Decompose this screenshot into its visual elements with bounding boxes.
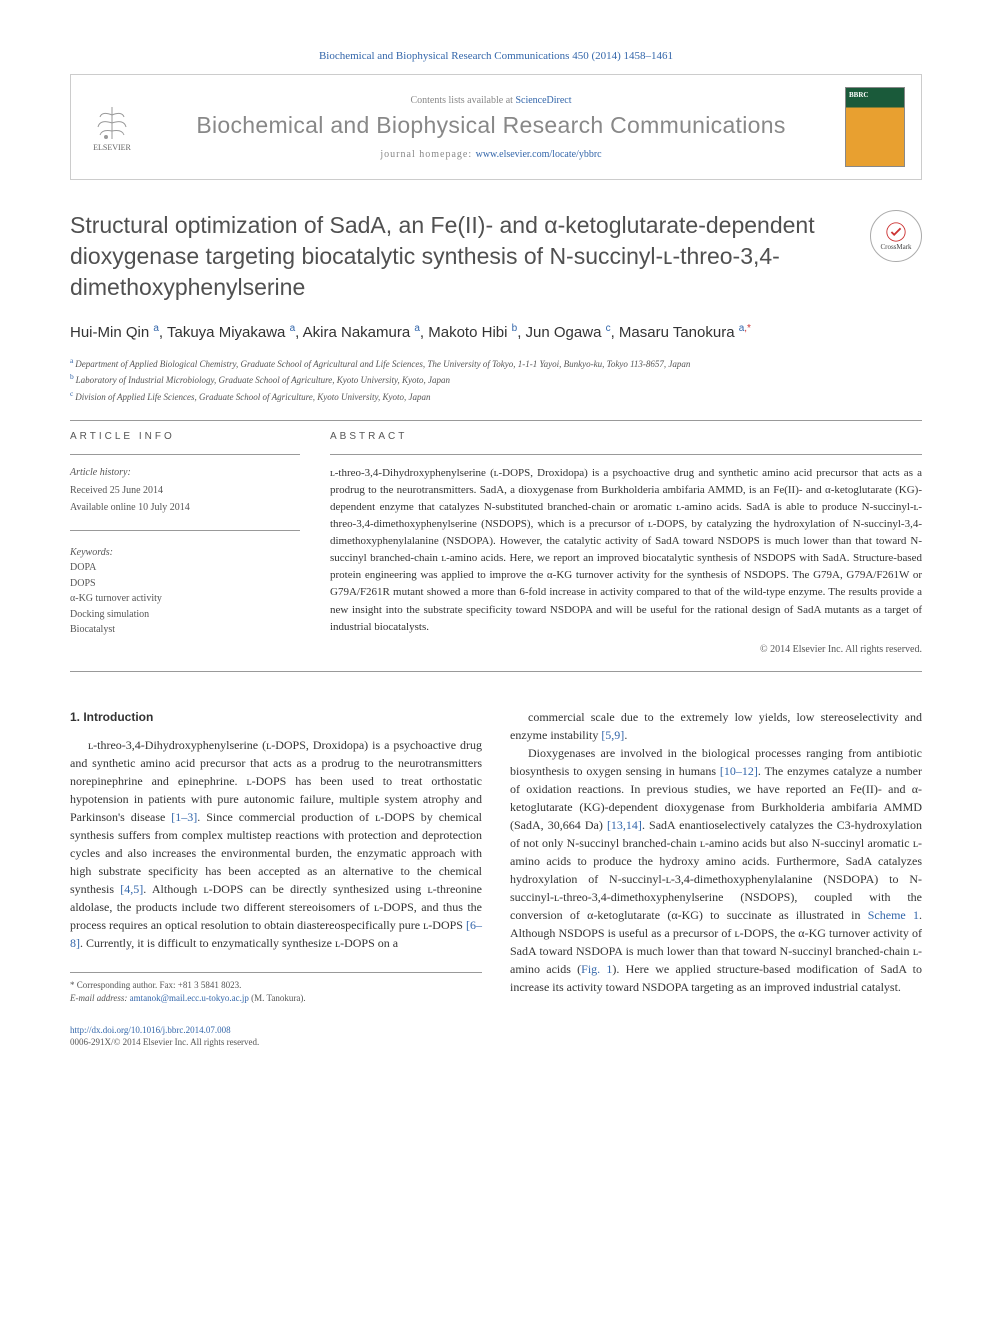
journal-header-box: ELSEVIER Contents lists available at Sci… bbox=[70, 74, 922, 180]
authors-line: Hui-Min Qin a, Takuya Miyakawa a, Akira … bbox=[70, 321, 922, 345]
author-aff-sup: c bbox=[606, 323, 611, 334]
abstract-label: ABSTRACT bbox=[330, 431, 922, 442]
corresponding-author-footnote: * Corresponding author. Fax: +81 3 5841 … bbox=[70, 972, 482, 1006]
ref-link[interactable]: Scheme 1 bbox=[868, 908, 919, 922]
keywords-block: Keywords: DOPADOPSα-KG turnover activity… bbox=[70, 545, 300, 638]
abstract-text: ʟ-threo-3,4-Dihydroxyphenylserine (ʟ-DOP… bbox=[330, 465, 922, 635]
keyword: α-KG turnover activity bbox=[70, 591, 300, 607]
keyword: Biocatalyst bbox=[70, 622, 300, 638]
divider-kw bbox=[70, 530, 300, 531]
article-title: Structural optimization of SadA, an Fe(I… bbox=[70, 210, 854, 303]
author-aff-sup: a bbox=[290, 323, 296, 334]
divider-top bbox=[70, 420, 922, 421]
abstract-copyright: © 2014 Elsevier Inc. All rights reserved… bbox=[330, 644, 922, 655]
author-aff-sup: a bbox=[153, 323, 159, 334]
author: Masaru Tanokura a,* bbox=[619, 324, 751, 341]
homepage-link[interactable]: www.elsevier.com/locate/ybbrc bbox=[476, 149, 602, 160]
ref-link[interactable]: [13,14] bbox=[607, 818, 642, 832]
ref-link[interactable]: [5,9] bbox=[601, 728, 624, 742]
divider-bottom bbox=[70, 671, 922, 672]
corr-email-link[interactable]: amtanok@mail.ecc.u-tokyo.ac.jp bbox=[130, 993, 249, 1003]
author: Makoto Hibi b bbox=[428, 324, 517, 341]
elsevier-logo: ELSEVIER bbox=[87, 100, 137, 155]
elsevier-tree-icon bbox=[92, 103, 132, 143]
body-para-3: Dioxygenases are involved in the biologi… bbox=[510, 744, 922, 996]
ref-link[interactable]: [4,5] bbox=[120, 882, 143, 896]
ref-link[interactable]: [10–12] bbox=[720, 764, 758, 778]
crossmark-badge[interactable]: CrossMark bbox=[870, 210, 922, 262]
affiliation-line: b Laboratory of Industrial Microbiology,… bbox=[70, 371, 922, 388]
keyword: DOPA bbox=[70, 560, 300, 576]
author: Hui-Min Qin a bbox=[70, 324, 159, 341]
body-text: 1. Introduction ʟ-threo-3,4-Dihydroxyphe… bbox=[70, 708, 922, 1006]
corresponding-marker: ,* bbox=[744, 323, 751, 334]
affiliation-line: a Department of Applied Biological Chemi… bbox=[70, 355, 922, 372]
header-citation: Biochemical and Biophysical Research Com… bbox=[70, 50, 922, 62]
ref-link[interactable]: [6–8] bbox=[70, 918, 482, 950]
author: Akira Nakamura a bbox=[303, 324, 420, 341]
author-aff-sup: a bbox=[414, 323, 420, 334]
journal-cover-thumbnail bbox=[845, 87, 905, 167]
author-aff-sup: b bbox=[512, 323, 518, 334]
keyword: DOPS bbox=[70, 576, 300, 592]
journal-name: Biochemical and Biophysical Research Com… bbox=[151, 112, 831, 139]
crossmark-icon bbox=[885, 221, 907, 243]
ref-link[interactable]: Fig. 1 bbox=[581, 962, 612, 976]
affiliation-line: c Division of Applied Life Sciences, Gra… bbox=[70, 388, 922, 405]
keyword: Docking simulation bbox=[70, 607, 300, 623]
sciencedirect-link[interactable]: ScienceDirect bbox=[515, 95, 571, 106]
ref-link[interactable]: [1–3] bbox=[171, 810, 197, 824]
body-para-2: commercial scale due to the extremely lo… bbox=[510, 708, 922, 744]
divider-info bbox=[70, 454, 300, 455]
author: Jun Ogawa c bbox=[526, 324, 611, 341]
contents-lists-line: Contents lists available at ScienceDirec… bbox=[151, 95, 831, 106]
footer-doi-issn: http://dx.doi.org/10.1016/j.bbrc.2014.07… bbox=[70, 1024, 922, 1049]
article-history: Article history: Received 25 June 2014 A… bbox=[70, 465, 300, 516]
doi-link[interactable]: http://dx.doi.org/10.1016/j.bbrc.2014.07… bbox=[70, 1025, 231, 1035]
divider-abstract bbox=[330, 454, 922, 455]
journal-homepage: journal homepage: www.elsevier.com/locat… bbox=[151, 149, 831, 160]
section-1-title: 1. Introduction bbox=[70, 708, 482, 726]
author: Takuya Miyakawa a bbox=[167, 324, 295, 341]
article-info-label: ARTICLE INFO bbox=[70, 431, 300, 442]
body-para-1: ʟ-threo-3,4-Dihydroxyphenylserine (ʟ-DOP… bbox=[70, 736, 482, 952]
affiliations: a Department of Applied Biological Chemi… bbox=[70, 355, 922, 405]
